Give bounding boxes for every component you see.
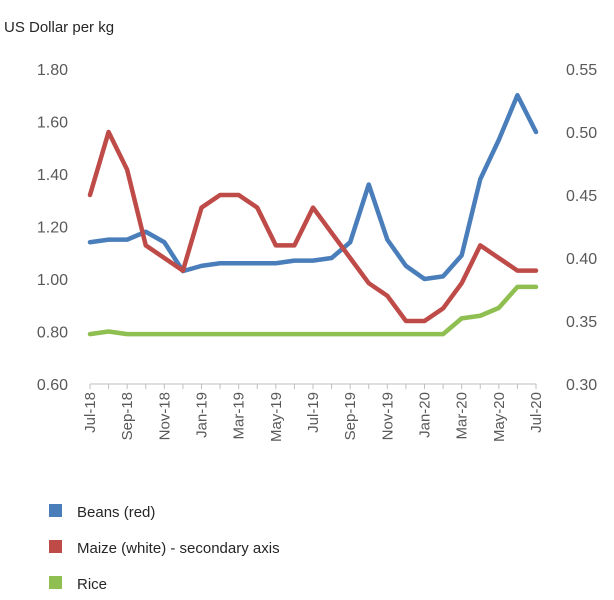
x-tick-label: Sep-19: [342, 392, 359, 440]
x-tick-label: May-20: [491, 392, 508, 442]
series-line-maize-white-secondary-axis: [87, 129, 539, 324]
x-tick-label: Mar-19: [231, 392, 248, 440]
y2-tick-label: 0.45: [566, 188, 597, 205]
y2-tick-label: 0.55: [566, 62, 597, 79]
legend-swatch: [49, 540, 62, 553]
y-tick-label: 1.00: [37, 272, 68, 289]
legend-label: Beans (red): [77, 504, 155, 521]
y2-tick-label: 0.50: [566, 125, 597, 142]
y-tick-label: 1.20: [37, 220, 68, 237]
x-tick-label: Jul-19: [305, 392, 322, 433]
y-tick-label: 1.60: [37, 115, 68, 132]
legend-label: Maize (white) - secondary axis: [77, 540, 280, 557]
y2-tick-label: 0.30: [566, 377, 597, 394]
series-line-beans-red: [87, 93, 539, 282]
legend: Beans (red) Maize (white) - secondary axi…: [49, 504, 280, 593]
legend-label: Rice: [77, 576, 107, 593]
x-tick-label: Mar-20: [454, 392, 471, 440]
axes: Jul-18 Sep-18 Nov-18 Jan-19 Mar-19 May-19 Jul-…: [37, 62, 597, 442]
y-tick-label: 0.60: [37, 377, 68, 394]
y2-tick-label: 0.40: [566, 251, 597, 268]
y-axis-title: US Dollar per kg: [4, 19, 114, 36]
x-tick-label: Nov-18: [156, 392, 173, 440]
x-tick-label: Jan-19: [194, 392, 211, 438]
y2-tick-label: 0.35: [566, 314, 597, 331]
x-tick-label: Jul-18: [82, 392, 99, 433]
x-tick-label: Sep-18: [119, 392, 136, 440]
y-tick-label: 0.80: [37, 325, 68, 342]
series-line-rice: [87, 284, 539, 337]
x-tick-label: Jan-20: [417, 392, 434, 438]
legend-swatch: [49, 504, 62, 517]
legend-swatch: [49, 576, 62, 589]
y-tick-label: 1.40: [37, 167, 68, 184]
y-tick-label: 1.80: [37, 62, 68, 79]
x-tick-label: May-19: [268, 392, 285, 442]
x-tick-label: Nov-19: [379, 392, 396, 440]
series-group: [87, 93, 539, 337]
x-tick-label: Jul-20: [528, 392, 545, 433]
